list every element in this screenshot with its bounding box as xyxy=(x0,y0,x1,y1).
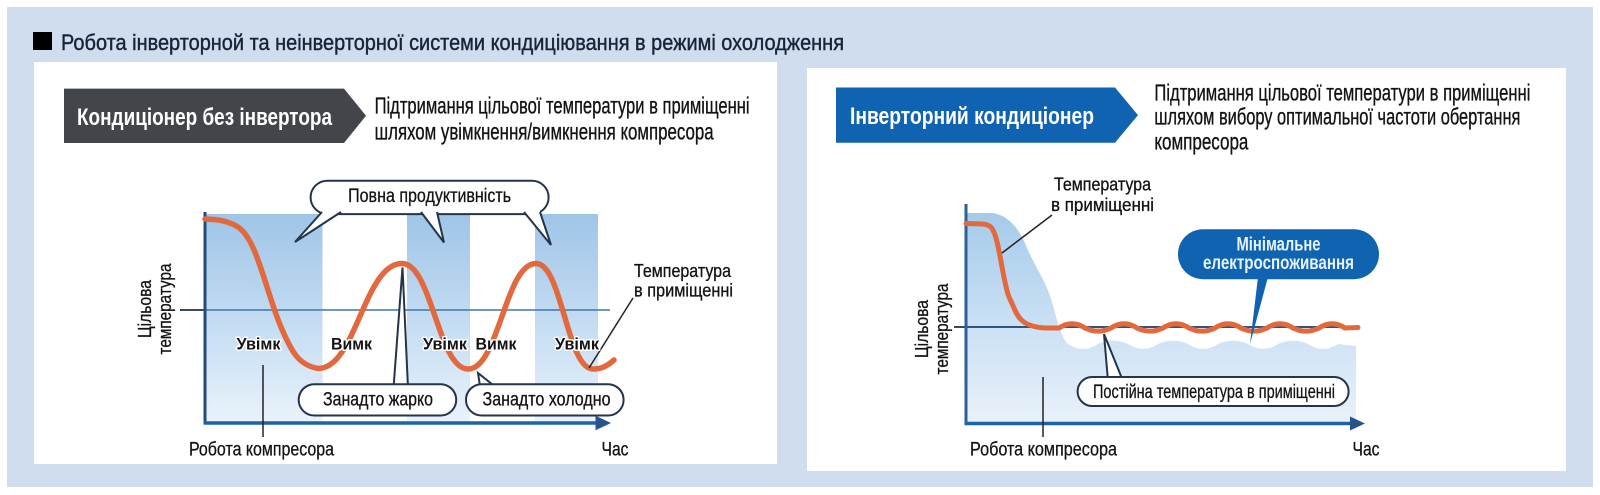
svg-text:Робота компресора: Робота компресора xyxy=(189,440,334,461)
svg-text:шляхом вибору оптимальної част: шляхом вибору оптимальної частоти оберта… xyxy=(1154,104,1520,130)
svg-text:Повна продуктивність: Повна продуктивність xyxy=(348,186,511,207)
svg-text:Мінімальне: Мінімальне xyxy=(1237,234,1321,255)
svg-text:Підтримання цільової температу: Підтримання цільової температури в примі… xyxy=(1154,80,1530,106)
svg-text:в приміщенні: в приміщенні xyxy=(1051,195,1154,215)
svg-text:Цільова: Цільова xyxy=(912,299,932,358)
svg-text:Увімк: Увімк xyxy=(237,335,281,354)
svg-text:Занадто холодно: Занадто холодно xyxy=(483,390,611,411)
svg-text:в приміщенні: в приміщенні xyxy=(634,281,733,301)
svg-text:Цільова: Цільова xyxy=(135,279,155,338)
svg-text:Інверторний кондиціонер: Інверторний кондиціонер xyxy=(850,103,1094,130)
svg-text:Температура: Температура xyxy=(1054,175,1152,195)
svg-text:температура: температура xyxy=(155,263,175,355)
svg-text:Температура: Температура xyxy=(634,261,732,281)
svg-text:електроспоживання: електроспоживання xyxy=(1203,253,1354,274)
svg-text:Кондиціонер без інвертора: Кондиціонер без інвертора xyxy=(77,104,333,131)
svg-text:Робота інверторной та неінверт: Робота інверторной та неінверторної сист… xyxy=(61,30,844,55)
svg-text:Увімк: Увімк xyxy=(555,335,599,354)
svg-text:Робота компресора: Робота компресора xyxy=(970,440,1117,461)
svg-text:Вимк: Вимк xyxy=(331,335,372,354)
svg-text:Занадто жарко: Занадто жарко xyxy=(323,390,433,411)
svg-text:Час: Час xyxy=(1353,440,1380,461)
svg-text:Вимк: Вимк xyxy=(476,335,517,354)
svg-text:компресора: компресора xyxy=(1154,129,1248,155)
svg-text:Підтримання цільової температу: Підтримання цільової температури в примі… xyxy=(375,93,750,119)
svg-text:Постійна температура в приміще: Постійна температура в приміщенні xyxy=(1093,382,1335,403)
svg-text:Увімк: Увімк xyxy=(423,335,467,354)
svg-text:шляхом увімкнення/вимкнення ко: шляхом увімкнення/вимкнення компресора xyxy=(375,119,714,145)
svg-text:температура: температура xyxy=(932,283,952,375)
svg-text:Час: Час xyxy=(602,440,629,461)
